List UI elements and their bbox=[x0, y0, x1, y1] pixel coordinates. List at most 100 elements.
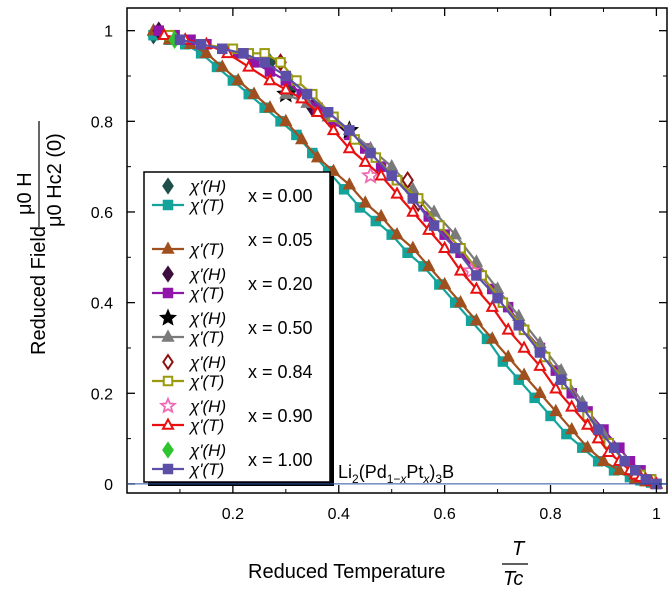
data-point-100-t bbox=[407, 193, 419, 204]
data-point-090-t bbox=[390, 186, 404, 199]
data-point-090-t bbox=[157, 27, 171, 40]
data-point-090-t bbox=[374, 168, 388, 181]
data-point-005-t bbox=[326, 163, 341, 176]
data-point-100-t bbox=[322, 107, 334, 118]
y-tick-label: 0 bbox=[104, 477, 113, 494]
legend-marker-h bbox=[162, 265, 174, 283]
data-point-100-t bbox=[640, 474, 652, 485]
y-axis-fraction-denominator: μ0 Hc2 (0) bbox=[44, 133, 66, 227]
data-point-090-t bbox=[549, 381, 563, 394]
y-tick-label: 0.4 bbox=[91, 296, 113, 313]
data-point-090-t bbox=[591, 431, 605, 444]
data-point-005-t bbox=[596, 453, 611, 467]
legend-composition-label: x = 0.20 bbox=[248, 274, 313, 294]
legend-label-t: χ'(T) bbox=[188, 460, 224, 479]
data-point-050-t bbox=[512, 308, 526, 321]
data-point-100-t bbox=[449, 242, 461, 254]
legend-marker-t bbox=[162, 199, 174, 211]
data-point-050-t bbox=[469, 254, 484, 267]
data-point-100-t bbox=[238, 48, 249, 59]
y-axis-title-group: Reduced Field μ0 H μ0 Hc2 (0) bbox=[14, 121, 66, 355]
y-tick-label: 1 bbox=[104, 24, 113, 41]
data-point-084-t bbox=[259, 48, 270, 59]
y-tick-label: 0.6 bbox=[91, 205, 113, 222]
data-point-090-t bbox=[533, 358, 547, 371]
data-point-100-t bbox=[513, 320, 525, 331]
data-point-050-t bbox=[554, 363, 568, 376]
data-point-090-t bbox=[580, 417, 595, 430]
data-point-005-t bbox=[469, 313, 484, 326]
legend-composition-label: x = 0.50 bbox=[248, 318, 313, 338]
legend-label-t: χ'(T) bbox=[188, 240, 224, 259]
legend-label-t: χ'(T) bbox=[188, 196, 224, 215]
x-axis-title: Reduced Temperature bbox=[248, 561, 446, 583]
data-point-100-t bbox=[280, 70, 292, 82]
data-point-090-t bbox=[437, 240, 452, 253]
legend-marker-h bbox=[158, 396, 178, 414]
data-point-090-t bbox=[310, 104, 325, 118]
data-point-005-t bbox=[279, 113, 293, 127]
data-point-090-t bbox=[358, 154, 372, 167]
legend-composition-label: x = 0.00 bbox=[248, 186, 313, 206]
data-point-005-t bbox=[310, 149, 325, 163]
data-point-050-t bbox=[427, 204, 441, 217]
data-point-005-t bbox=[533, 385, 547, 399]
data-point-084-t bbox=[275, 57, 286, 68]
legend-marker-t bbox=[161, 417, 175, 430]
data-point-005-t bbox=[453, 295, 468, 308]
data-point-050-t bbox=[533, 335, 547, 349]
legend-marker-t bbox=[162, 375, 174, 387]
data-point-005-t bbox=[358, 195, 372, 208]
legend-marker-h bbox=[162, 353, 174, 371]
data-point-090-t bbox=[342, 140, 357, 154]
data-point-100-t bbox=[195, 39, 207, 50]
x-tick-label: 0.8 bbox=[539, 506, 561, 523]
data-point-050-t bbox=[385, 159, 399, 172]
data-point-100-t bbox=[301, 88, 313, 100]
data-point-005-t bbox=[501, 349, 515, 362]
data-point-090-t bbox=[242, 59, 256, 72]
y-axis-fraction-numerator: μ0 H bbox=[14, 172, 36, 215]
series-layer bbox=[146, 21, 664, 490]
data-point-005-t bbox=[422, 258, 436, 272]
data-point-100-t bbox=[259, 57, 270, 68]
data-point-100-t bbox=[365, 147, 376, 159]
data-point-005-t bbox=[342, 177, 357, 190]
data-point-005-t bbox=[231, 72, 245, 86]
y-tick-label: 0.8 bbox=[91, 114, 113, 131]
y-axis-title: Reduced Field bbox=[28, 226, 50, 355]
legend-composition-label: x = 1.00 bbox=[248, 450, 313, 470]
legend-label-h: χ'(H) bbox=[188, 309, 226, 328]
data-point-090-t bbox=[263, 72, 277, 86]
legend-marker-h bbox=[158, 308, 178, 326]
data-point-005-t bbox=[390, 227, 404, 240]
legend-label-h: χ'(H) bbox=[188, 265, 226, 284]
data-point-100-t bbox=[534, 347, 546, 358]
data-point-090-t bbox=[501, 322, 515, 335]
legend-composition-label: x = 0.90 bbox=[248, 406, 313, 426]
data-point-005-t bbox=[612, 462, 627, 476]
legend-label-t: χ'(T) bbox=[188, 416, 224, 435]
data-point-100-t bbox=[344, 125, 355, 136]
data-point-090-h bbox=[360, 165, 381, 184]
data-point-005-t bbox=[374, 208, 388, 222]
x-tick-label: 0.6 bbox=[434, 506, 456, 523]
data-point-090-t bbox=[326, 122, 341, 136]
legend-composition-label: x = 0.05 bbox=[248, 230, 313, 250]
data-point-100-t bbox=[217, 43, 228, 55]
legend-marker-h bbox=[162, 441, 174, 459]
x-axis-fraction-numerator: T bbox=[512, 538, 526, 560]
data-point-090-t bbox=[485, 299, 499, 312]
x-axis-fraction-denominator: Tc bbox=[503, 568, 523, 590]
data-point-090-t bbox=[517, 340, 531, 353]
data-point-005-t bbox=[565, 421, 579, 435]
legend-label-h: χ'(H) bbox=[188, 397, 226, 416]
data-point-005-t bbox=[247, 86, 261, 99]
legend-box bbox=[143, 171, 331, 483]
legend: χ'(H)χ'(T) x = 0.00χ'(T) x = 0.05χ'(H)χ'(T… bbox=[143, 171, 334, 486]
data-point-005-t bbox=[580, 440, 595, 453]
legend-label-h: χ'(H) bbox=[188, 177, 226, 196]
series-100-t bbox=[174, 34, 662, 490]
axes: 0.2 0.4 0.6 0.8 1 0 0.2 0.4 0.6 0.8 1 bbox=[91, 8, 667, 523]
data-point-005-t bbox=[517, 367, 531, 380]
